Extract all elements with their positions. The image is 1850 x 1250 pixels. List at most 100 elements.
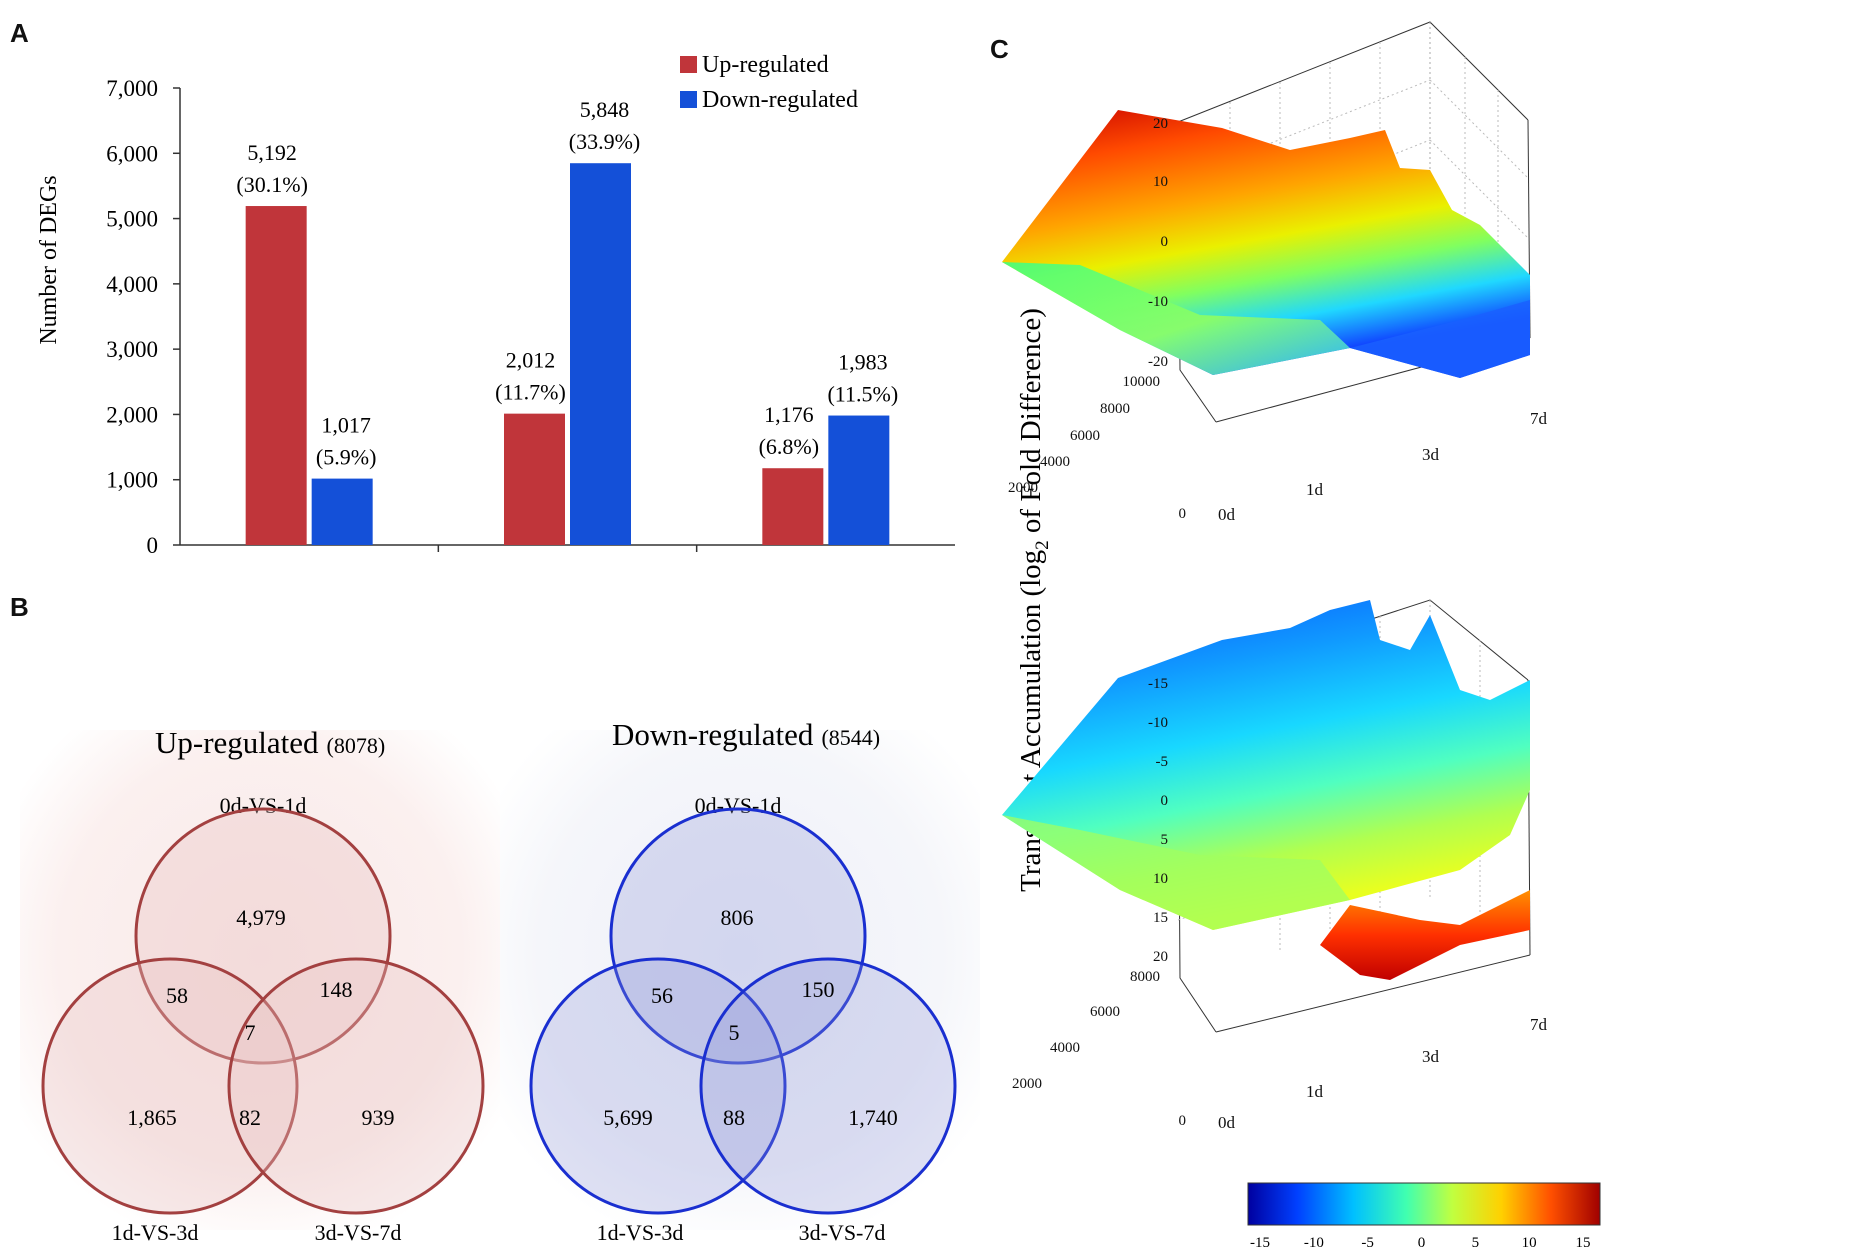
venn-up-region-ac: 148 xyxy=(320,977,353,1002)
surface-top-ytick-5: 0 xyxy=(1179,506,1187,522)
surface-bottom-ytick-1: 6000 xyxy=(1090,1004,1120,1020)
colorbar xyxy=(1247,1182,1601,1226)
colorbar-tick-label: 15 xyxy=(1576,1235,1591,1249)
bar-value-label: 1,176 xyxy=(764,402,814,427)
surface-top-ytick-2: 6000 xyxy=(1070,428,1100,444)
surface-bottom-xtick-1: 1d xyxy=(1306,1082,1324,1101)
y-tick-label: 1,000 xyxy=(106,468,158,493)
surface-bottom-ztick-3: 0 xyxy=(1161,793,1169,809)
surface-bottom-ytick-2: 4000 xyxy=(1050,1040,1080,1056)
bar-chart: Number of DEGs 0 1,000 2,000 3,000 4,000 5,00… xyxy=(36,52,955,570)
venn-down-circle-c xyxy=(699,957,957,1215)
venn-down-region-ab: 56 xyxy=(651,983,673,1008)
bar-value-label: 1,017 xyxy=(321,413,371,438)
venn-down-region-c: 1,740 xyxy=(848,1105,898,1130)
y-tick-label: 7,000 xyxy=(106,76,158,101)
colorbar-tick-label: -5 xyxy=(1361,1235,1374,1249)
x-tick-label: 1d-VS-3d xyxy=(522,569,613,570)
bar-down-0 xyxy=(311,478,373,545)
venn-up-title: Up-regulated (8078) xyxy=(155,725,385,760)
colorbar-tick-label: -10 xyxy=(1304,1235,1324,1249)
venn-down-region-b: 5,699 xyxy=(603,1105,653,1130)
venn-diagrams: Up-regulated (8078) 0d-VS-1d 4,979 58 148… xyxy=(20,717,980,1245)
surface-top-ytick-1: 8000 xyxy=(1100,401,1130,417)
y-tick-label: 0 xyxy=(147,533,159,558)
venn-down-title: Down-regulated (8544) xyxy=(612,717,880,752)
colorbar-tick-label: 5 xyxy=(1472,1235,1480,1249)
venn-up-region-c: 939 xyxy=(362,1105,395,1130)
venn-up-set-b: 1d-VS-3d xyxy=(112,1220,199,1245)
surface-zlabel: Transcript Accumulation (log2 of Fold Di… xyxy=(1015,308,1053,892)
venn-down-region-a: 806 xyxy=(721,905,754,930)
panel-label-b: B xyxy=(10,592,29,622)
bar-value-label: 2,012 xyxy=(506,348,556,373)
surface-top-ztick-4: -20 xyxy=(1148,354,1168,370)
surface-bottom-ytick-0: 8000 xyxy=(1130,969,1160,985)
surface-top-ytick-4: 2000 xyxy=(1008,480,1038,496)
x-tick-label: 3d-VS-7d xyxy=(780,569,871,570)
venn-down: Down-regulated (8544) 0d-VS-1d 806 56 150… xyxy=(529,717,957,1245)
venn-down-region-bc: 88 xyxy=(723,1105,745,1130)
surface-top-xtick-2: 3d xyxy=(1422,445,1440,464)
bar-chart-ylabel: Number of DEGs xyxy=(36,175,62,344)
panel-label-c: C xyxy=(990,34,1009,64)
venn-up-region-abc: 7 xyxy=(245,1020,256,1045)
surface-bottom-ztick-2: -5 xyxy=(1156,754,1169,770)
surface-bottom-ytick-3: 2000 xyxy=(1012,1076,1042,1092)
bar-down-1 xyxy=(570,163,631,545)
bar-down-2 xyxy=(828,415,890,545)
venn-down-circle-b xyxy=(529,957,787,1215)
y-tick-label: 2,000 xyxy=(106,402,158,427)
bar-percent-label: (11.5%) xyxy=(827,382,898,407)
bar-up-0 xyxy=(245,206,307,546)
venn-up-circle-b xyxy=(41,957,299,1215)
x-tick-label: 0d-VS-1d xyxy=(264,569,355,570)
surface-top-ytick-3: 4000 xyxy=(1040,454,1070,470)
surface-top-xtick-0: 0d xyxy=(1218,505,1236,524)
venn-up-circle-a xyxy=(134,807,392,1065)
surface-bottom-ztick-1: -10 xyxy=(1148,715,1168,731)
colorbar-tick-label: 0 xyxy=(1418,1235,1426,1249)
surface-bottom-xtick-3: 7d xyxy=(1530,1015,1548,1034)
y-tick-label: 5,000 xyxy=(106,207,158,232)
venn-up: Up-regulated (8078) 0d-VS-1d 4,979 58 148… xyxy=(41,725,485,1245)
venn-down-region-ac: 150 xyxy=(802,977,835,1002)
bar-percent-label: (33.9%) xyxy=(569,129,640,154)
venn-up-circle-c xyxy=(227,957,485,1215)
venn-up-region-b: 1,865 xyxy=(127,1105,177,1130)
colorbar-tick-label: -15 xyxy=(1250,1235,1270,1249)
surface-bottom-ztick-4: 5 xyxy=(1161,832,1169,848)
venn-down-set-b: 1d-VS-3d xyxy=(597,1220,684,1245)
venn-down-region-abc: 5 xyxy=(729,1020,740,1045)
surface-bottom-ztick-6: 15 xyxy=(1153,910,1168,926)
y-tick-label: 6,000 xyxy=(106,141,158,166)
surface-top-xtick-1: 1d xyxy=(1306,480,1324,499)
venn-up-region-a: 4,979 xyxy=(236,905,286,930)
y-tick-label: 4,000 xyxy=(106,272,158,297)
bar-percent-label: (5.9%) xyxy=(316,445,376,470)
surface-bottom-xtick-0: 0d xyxy=(1218,1113,1236,1132)
legend-swatch-down xyxy=(680,91,697,108)
legend-swatch-up xyxy=(680,56,697,73)
surface-plots: Transcript Accumulation (log2 of Fold Di… xyxy=(1002,21,1601,1249)
surface-top-xtick-3: 7d xyxy=(1530,409,1548,428)
colorbar-tick-label: 10 xyxy=(1522,1235,1537,1249)
bar-value-label: 5,192 xyxy=(247,140,297,165)
surface-top-ztick-2: 0 xyxy=(1161,234,1169,250)
bar-up-2 xyxy=(762,468,824,545)
bar-up-1 xyxy=(504,413,565,545)
surface-plot-top: 20 10 0 -10 -20 10000 8000 6000 4000 200… xyxy=(1002,21,1548,524)
legend-label-up: Up-regulated xyxy=(702,52,829,78)
surface-bottom-ytick-4: 0 xyxy=(1179,1113,1187,1129)
bar-percent-label: (30.1%) xyxy=(236,172,307,197)
bar-percent-label: (11.7%) xyxy=(495,380,566,405)
surface-top-ztick-3: -10 xyxy=(1148,294,1168,310)
surface-top-ytick-0: 10000 xyxy=(1123,374,1161,390)
venn-up-set-c: 3d-VS-7d xyxy=(315,1220,402,1245)
venn-up-region-ab: 58 xyxy=(166,983,188,1008)
surface-plot-bottom: -15 -10 -5 0 5 10 15 20 8000 6000 4000 2… xyxy=(1002,599,1548,1132)
venn-down-set-c: 3d-VS-7d xyxy=(799,1220,886,1245)
surface-bottom-ztick-0: -15 xyxy=(1148,676,1168,692)
surface-bottom-ztick-7: 20 xyxy=(1153,949,1168,965)
venn-down-circle-a xyxy=(609,807,867,1065)
